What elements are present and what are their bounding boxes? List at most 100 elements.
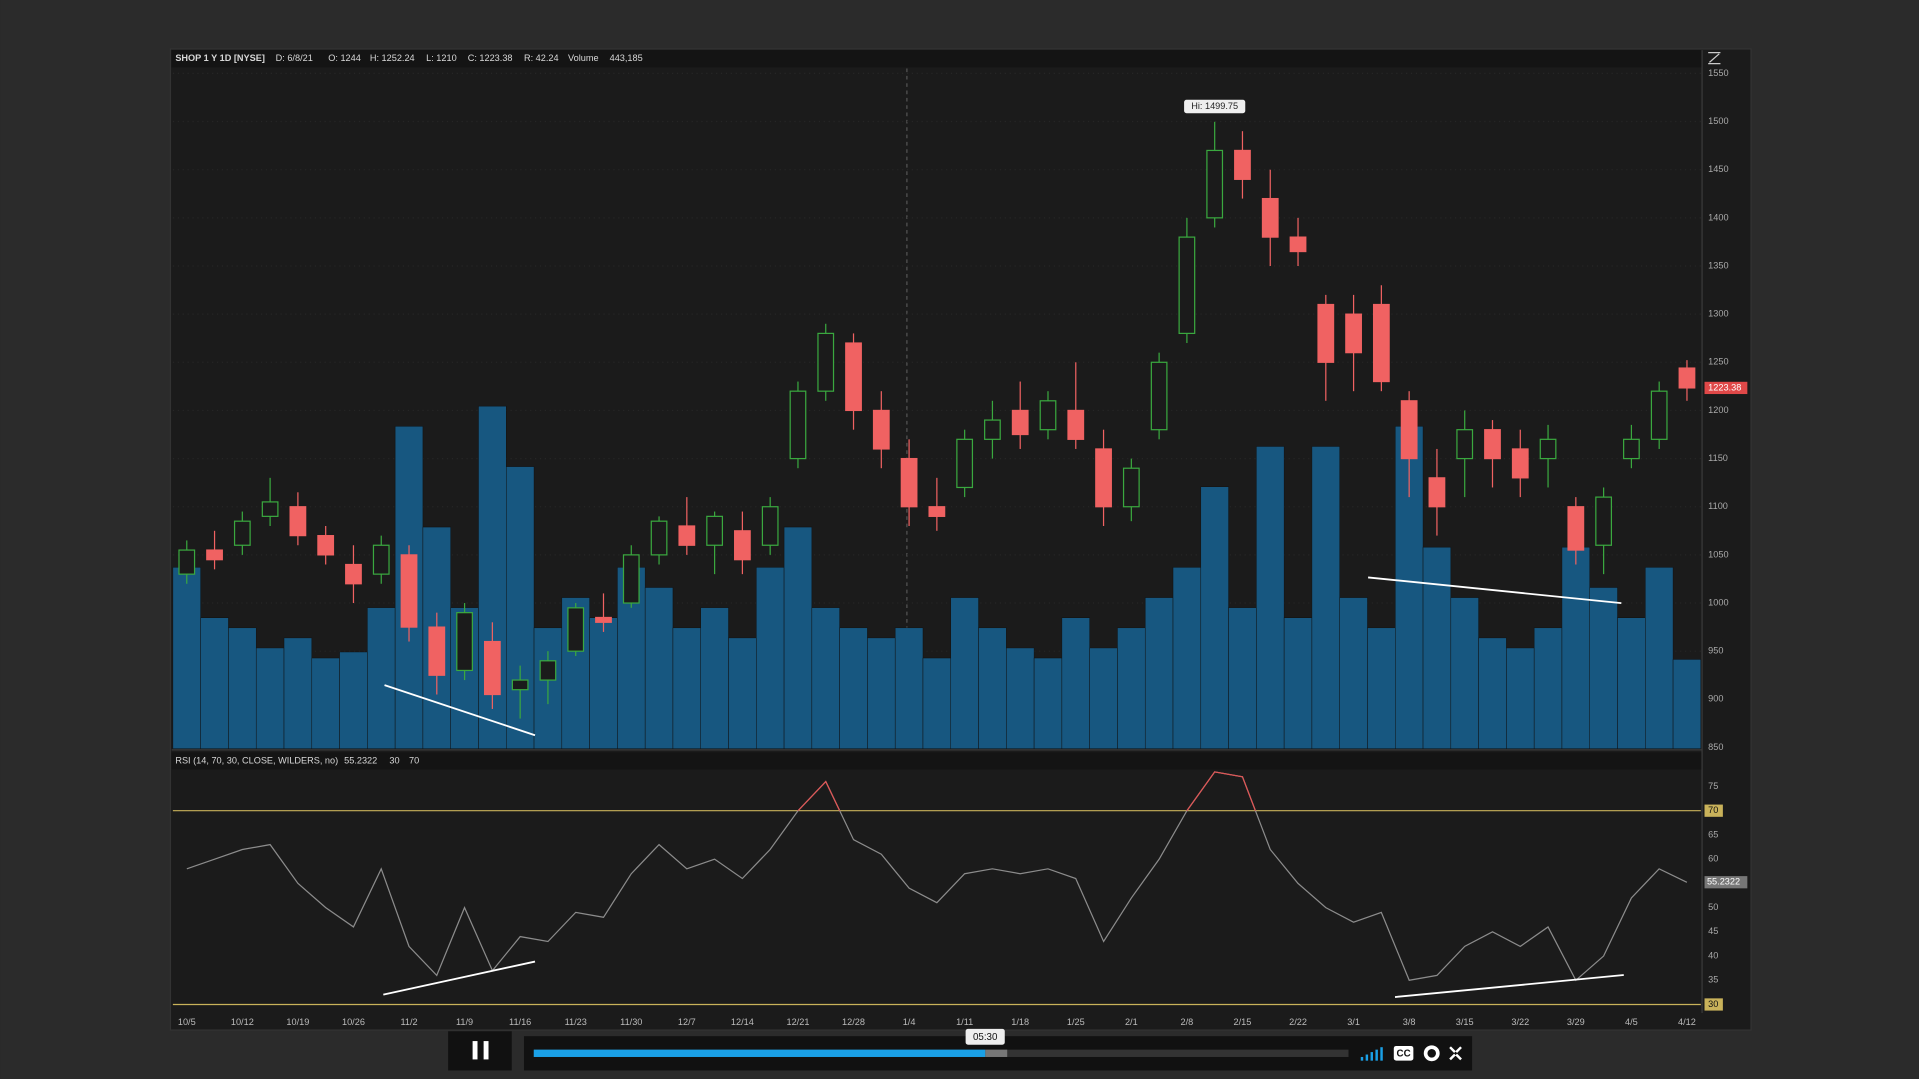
x-tick-label: 2/8 [1181, 1017, 1194, 1027]
y-tick-label: 900 [1708, 694, 1723, 704]
x-tick-label: 11/9 [456, 1017, 473, 1027]
x-tick-label: 3/22 [1511, 1017, 1529, 1027]
rsi-tick-label: 30 [1708, 999, 1718, 1009]
cc-label: CC [1397, 1048, 1411, 1059]
volume-bar [867, 637, 896, 749]
volume-bar [200, 617, 229, 749]
hi-label-box [1184, 99, 1246, 114]
x-tick-label: 3/8 [1403, 1017, 1416, 1027]
volume-bar [339, 651, 368, 749]
x-tick-label: 11/23 [565, 1017, 587, 1027]
y-tick-label: 1350 [1708, 260, 1728, 270]
volume-bar [1339, 597, 1368, 749]
candle-body [483, 640, 501, 696]
x-tick-label: 11/16 [509, 1017, 531, 1027]
candle-body [956, 438, 974, 489]
volume-bar [1450, 597, 1479, 749]
time-label: 05:30 [973, 1032, 998, 1043]
candle-body [1206, 149, 1224, 219]
candle-body [1650, 390, 1668, 440]
chart-tool-icon[interactable] [1708, 51, 1721, 65]
candle-body [1150, 361, 1168, 431]
candle-body [1678, 367, 1696, 389]
header-item: L: 1210 [426, 53, 457, 63]
x-tick-label: 1/4 [903, 1017, 916, 1027]
settings-button[interactable] [1423, 1045, 1440, 1062]
candle-body [317, 535, 335, 556]
volume-bar [1172, 567, 1202, 749]
candle-body [817, 332, 835, 392]
volume-icon[interactable] [1360, 1047, 1383, 1061]
candle-body [206, 549, 223, 561]
candle-body [622, 554, 640, 604]
volume-bar [311, 657, 340, 749]
pause-button[interactable] [448, 1031, 512, 1071]
volume-bar [700, 607, 729, 749]
rsi-line [186, 771, 1688, 982]
volume-bar [1033, 657, 1063, 749]
volume-bar [1561, 546, 1590, 749]
candle-body [1039, 400, 1057, 431]
volume-bar [1228, 607, 1257, 749]
rsi-level-box [1704, 998, 1723, 1011]
volume-bar [1283, 617, 1313, 749]
y-tick-label: 1400 [1708, 212, 1728, 222]
header-item: R: 42.24 [524, 53, 559, 63]
candle-body [1484, 429, 1501, 460]
candle-body [1456, 429, 1474, 460]
header-item: O: 1244 [328, 53, 361, 63]
volume-bar [1367, 627, 1396, 749]
rsi-level-box [1704, 804, 1723, 817]
header-item: D: 6/8/21 [276, 53, 313, 63]
volume-bar [1422, 546, 1452, 749]
x-tick-label: 12/14 [731, 1017, 754, 1027]
candle-body [345, 563, 362, 585]
y-tick-label: 1500 [1708, 116, 1728, 126]
rsi-current-box [1704, 876, 1748, 889]
candle-body [1095, 448, 1112, 508]
cc-button[interactable] [1393, 1045, 1414, 1061]
volume-bar [1089, 647, 1118, 749]
last-price-label: 1223.38 [1708, 382, 1741, 392]
fullscreen-button[interactable] [1449, 1046, 1462, 1061]
volume-bar [894, 627, 924, 749]
volume-bar [1506, 647, 1535, 749]
x-tick-label: 11/2 [400, 1017, 417, 1027]
pause-icon [483, 1041, 489, 1060]
header-item: H: 1252.24 [370, 53, 415, 63]
volume-bar [1617, 617, 1646, 749]
rsi-value: 55.2322 [344, 755, 377, 765]
y-tick-label: 1000 [1708, 597, 1728, 607]
rsi-title: RSI (14, 70, 30, CLOSE, WILDERS, no) [175, 755, 338, 765]
progress-played [533, 1049, 986, 1057]
volume-bar [1478, 637, 1507, 749]
x-tick-label: 2/15 [1234, 1017, 1252, 1027]
y-tick-label: 1250 [1708, 357, 1728, 367]
time-bubble [965, 1028, 1005, 1045]
candle-body [900, 457, 918, 508]
candle-body [845, 342, 862, 412]
header-bar [171, 50, 1703, 68]
x-tick-label: 1/18 [1011, 1017, 1029, 1027]
candle-body [872, 409, 890, 450]
volume-bar [172, 567, 201, 749]
volume-bar [922, 657, 952, 749]
volume-bar [1311, 446, 1340, 749]
candle-body [456, 612, 473, 672]
x-tick-label: 10/5 [178, 1017, 196, 1027]
candle-body [1567, 506, 1585, 551]
candle-body [1372, 303, 1390, 383]
volume-bar [589, 617, 618, 749]
candle-body [1400, 400, 1418, 460]
x-tick-label: 4/5 [1625, 1017, 1638, 1027]
volume-bar [1672, 659, 1702, 749]
y-tick-label: 1150 [1708, 453, 1728, 463]
volume-bar [728, 637, 757, 749]
candle-body [1067, 409, 1085, 440]
candle-body [1539, 438, 1557, 460]
candle-body [761, 506, 779, 546]
y-tick-label: 1550 [1708, 68, 1728, 78]
candle-body [928, 506, 946, 517]
candle-body [567, 607, 585, 652]
candle-body [1623, 438, 1640, 460]
